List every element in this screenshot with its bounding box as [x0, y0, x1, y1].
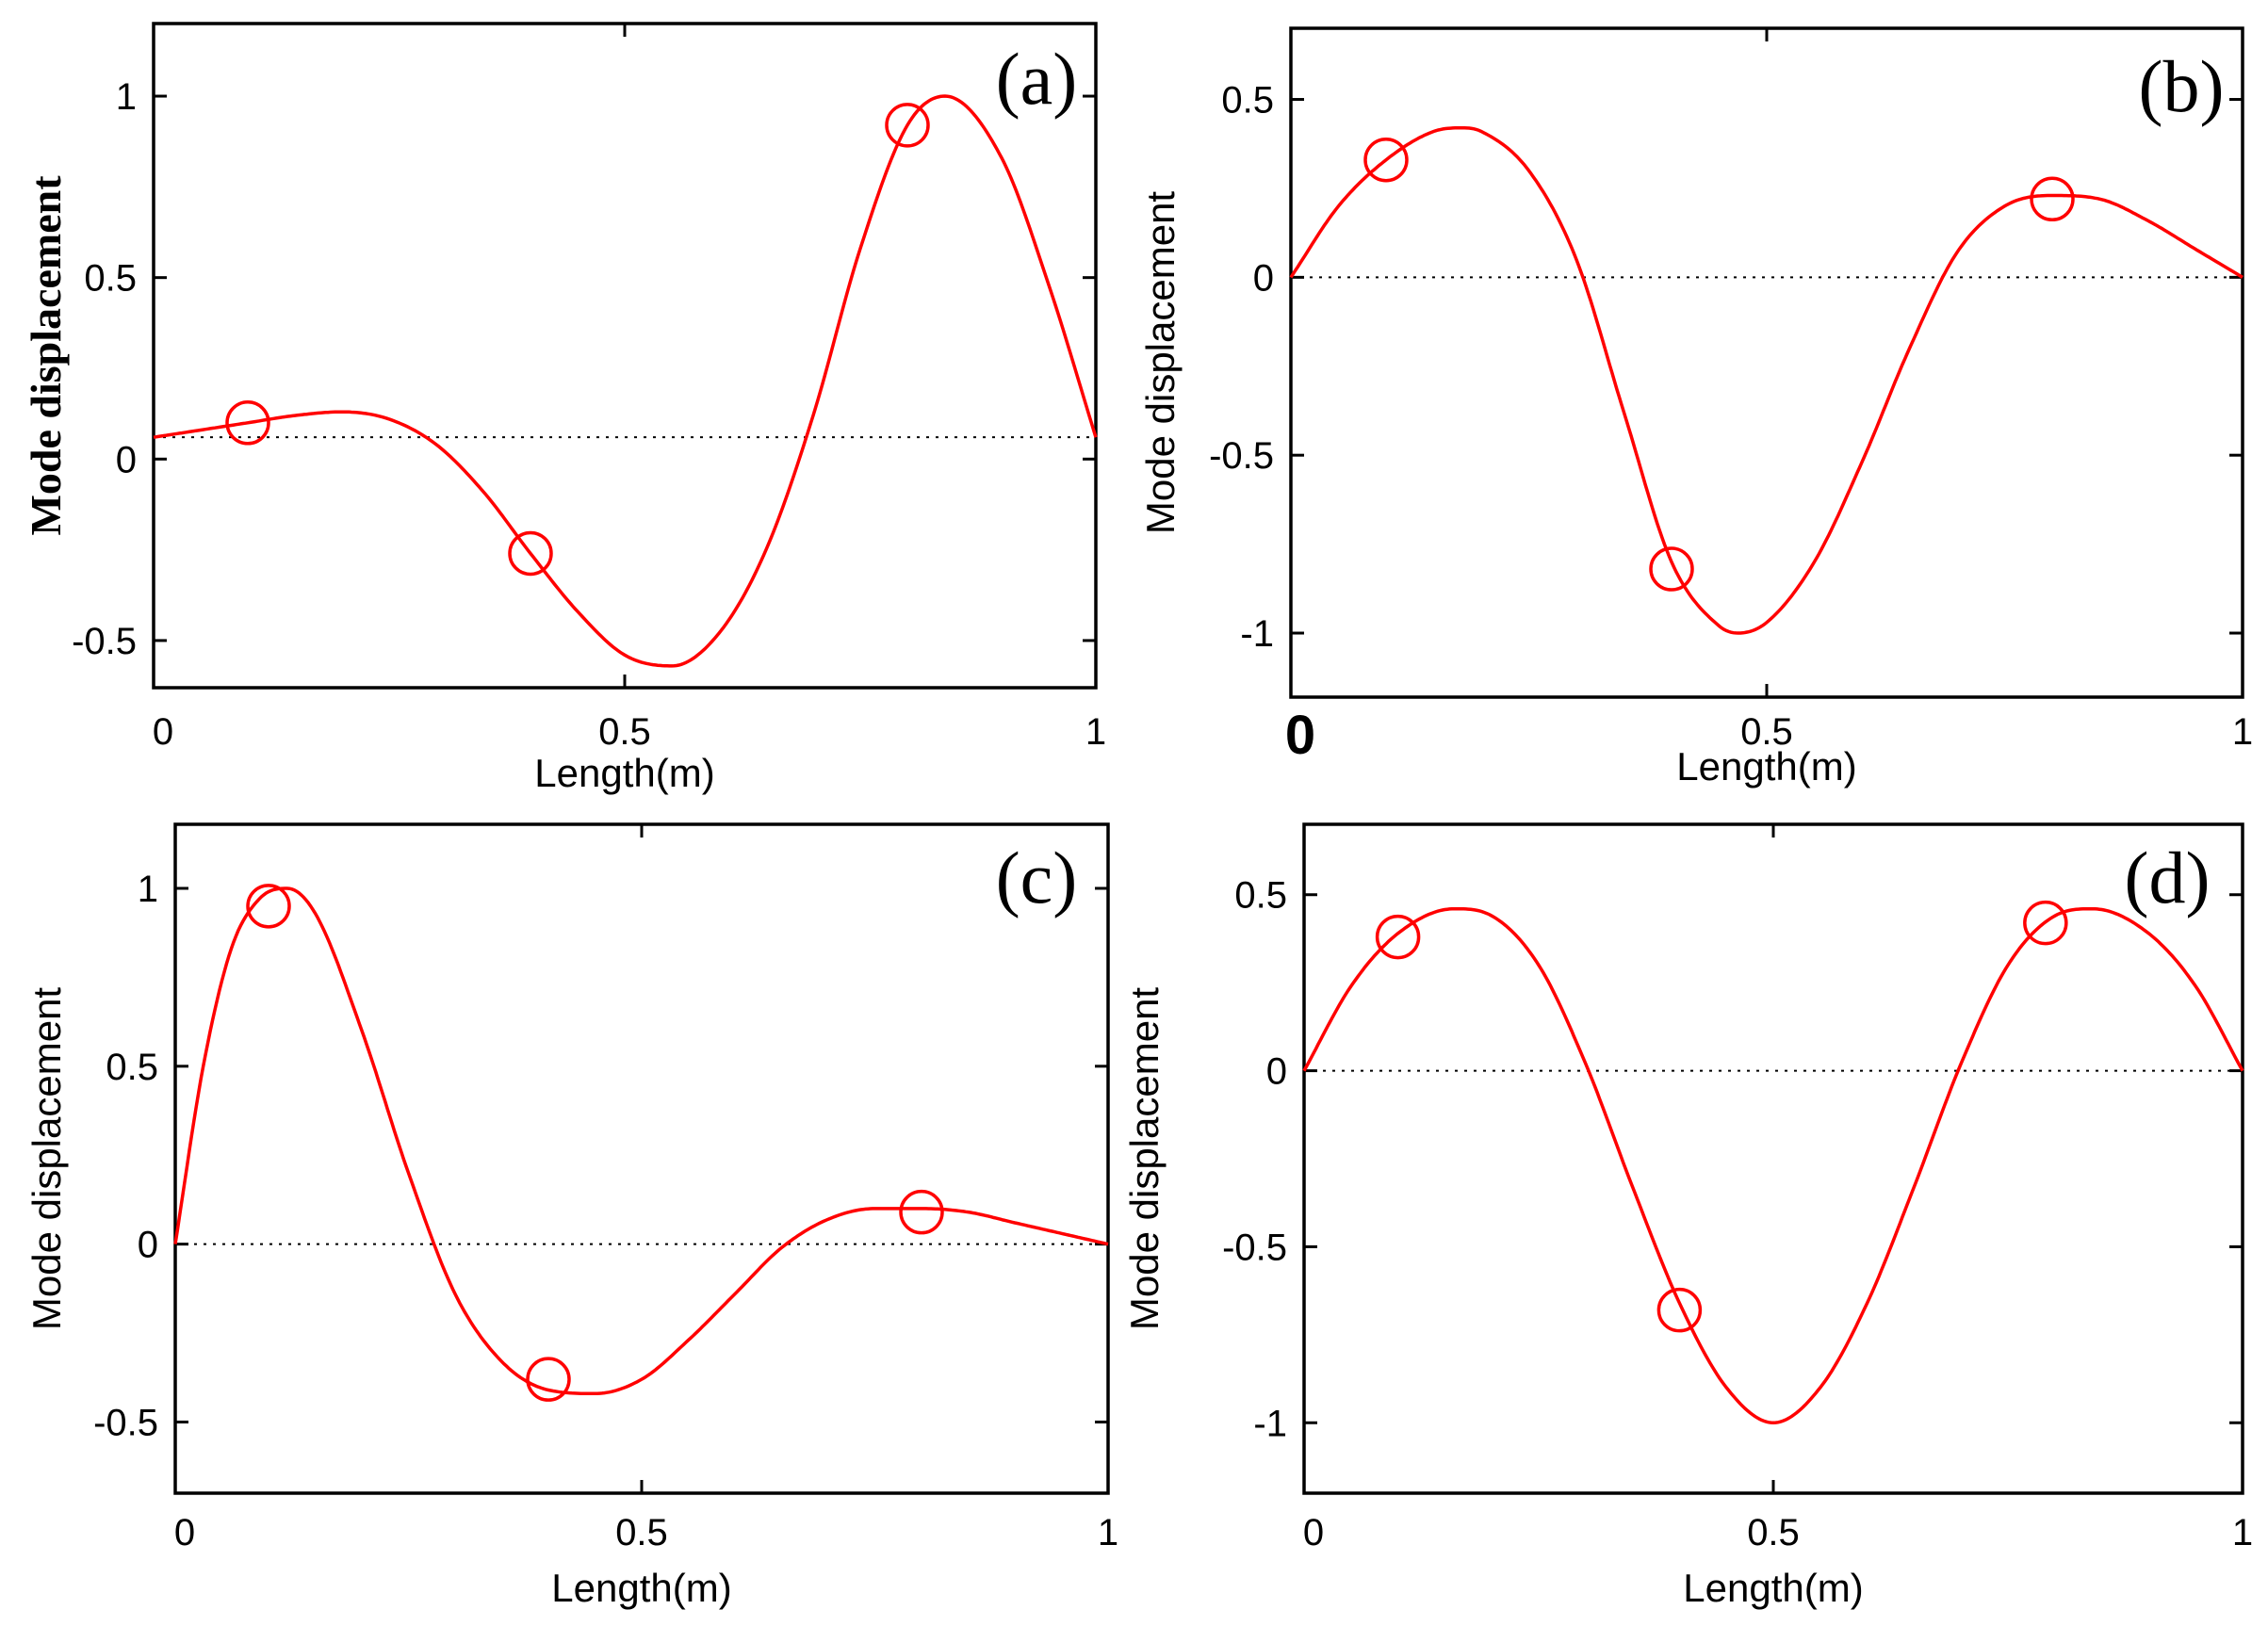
panel-c-xtick-label: 0 [174, 1512, 195, 1553]
panel-a-tag: (a) [996, 38, 1078, 120]
panel-d-sensor-marker-1 [1375, 914, 1421, 960]
panel-d-mode-shape-line [1302, 906, 2244, 1425]
panel-d-ytick-label: 0.5 [1234, 875, 1287, 917]
panel-b-axes-frame [1289, 26, 2244, 699]
panel-a-ytick-label: 0 [116, 439, 137, 480]
panel-d-xtick-label: 0 [1303, 1512, 1324, 1553]
panel-a-ytick-label: -0.5 [72, 621, 137, 662]
panel-c-ytick-label: 1 [138, 869, 158, 910]
panel-c-xlabel: Length(m) [551, 1566, 731, 1610]
panel-a-xtick-label: 0 [153, 711, 173, 753]
panel-c-sensor-marker-3 [899, 1189, 944, 1235]
panel-d-ytick-label: -0.5 [1222, 1227, 1287, 1268]
panel-a-sensor-marker-2 [508, 530, 553, 577]
panel-b-ytick-label: -0.5 [1209, 435, 1274, 477]
panel-a-xlabel: Length(m) [534, 751, 714, 795]
panel-c-axes-frame [173, 822, 1110, 1495]
panel-a-mode-shape-line [153, 94, 1098, 668]
panel-b-ylabel: Mode displacement [1138, 191, 1183, 535]
panel-b-ytick-label: 0.5 [1221, 80, 1274, 122]
panel-a-ylabel: Mode displacement [22, 175, 70, 536]
panel-a-ytick-label: 1 [116, 76, 137, 118]
panel-b-tag: (b) [2139, 45, 2225, 127]
panel-c-ytick-label: 0.5 [106, 1047, 158, 1088]
panel-b-mode-shape-line [1289, 125, 2244, 635]
panel-c-sensor-marker-2 [526, 1357, 571, 1402]
panel-b-ytick-label: 0 [1253, 257, 1274, 299]
panel-c-xtick-label: 0.5 [615, 1512, 668, 1553]
panel-d-sensor-marker-3 [2023, 900, 2068, 946]
panel-a-sensor-marker-1 [225, 400, 270, 446]
panel-b-xtick-label: 0 [1285, 705, 1315, 766]
panel-d-sensor-marker-2 [1656, 1287, 1703, 1333]
panel-a-xtick-label: 1 [1085, 711, 1106, 753]
panel-a-sensor-marker-3 [885, 103, 930, 148]
panel-b-xtick-label: 0.5 [1740, 711, 1793, 753]
panel-c-xtick-label: 1 [1098, 1512, 1118, 1553]
panel-b-xtick-label: 1 [2232, 711, 2253, 753]
panel-a-axes-frame [152, 22, 1098, 690]
panel-d-ytick-label: -1 [1253, 1403, 1287, 1444]
panel-d-xlabel: Length(m) [1683, 1566, 1863, 1610]
panel-b-xlabel: Length(m) [1676, 744, 1856, 789]
panel-a-ytick-label: 0.5 [84, 258, 137, 300]
panel-c-ylabel: Mode displacement [24, 987, 69, 1331]
panel-d-xtick-label: 1 [2232, 1512, 2253, 1553]
panel-b-sensor-marker-3 [2030, 176, 2075, 222]
panel-c-ytick-label: 0 [138, 1225, 158, 1266]
panel-d-axes-frame [1302, 822, 2244, 1495]
panel-d-xtick-label: 0.5 [1747, 1512, 1800, 1553]
panel-d-ylabel: Mode displacement [1122, 987, 1167, 1331]
panel-c-tag: (c) [996, 837, 1078, 919]
panel-b-sensor-marker-2 [1649, 546, 1694, 592]
panel-c-ytick-label: -0.5 [93, 1402, 158, 1443]
panel-b-ytick-label: -1 [1240, 613, 1274, 655]
panel-d-ytick-label: 0 [1266, 1051, 1287, 1093]
panel-a-xtick-label: 0.5 [598, 711, 651, 753]
panel-b-sensor-marker-1 [1363, 137, 1409, 183]
panel-c-mode-shape-line [173, 886, 1109, 1396]
panel-d-tag: (d) [2125, 837, 2211, 919]
panel-c-sensor-marker-1 [246, 884, 291, 929]
